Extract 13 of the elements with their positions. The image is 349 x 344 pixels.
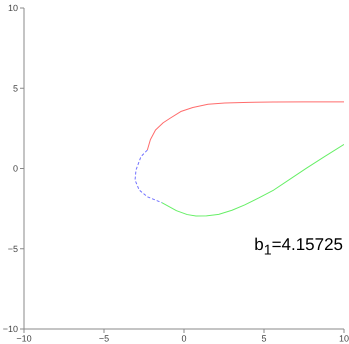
y-tick-label: 10 xyxy=(8,3,18,14)
y-tick-label: 0 xyxy=(12,164,18,174)
y-tick-label: −5 xyxy=(8,244,18,254)
x-tick-label: 0 xyxy=(181,333,187,344)
annotation: b$_{1}$=4.15725 xyxy=(254,235,343,258)
x-tick-label: 10 xyxy=(338,333,349,344)
line-series xyxy=(146,101,344,151)
x-tick-label: −5 xyxy=(98,333,110,344)
x-tick-label: 5 xyxy=(261,333,267,344)
line-series xyxy=(134,150,162,204)
line-series xyxy=(161,144,344,217)
y-tick-label: 5 xyxy=(12,83,18,94)
y-tick-label: −10 xyxy=(2,324,18,334)
